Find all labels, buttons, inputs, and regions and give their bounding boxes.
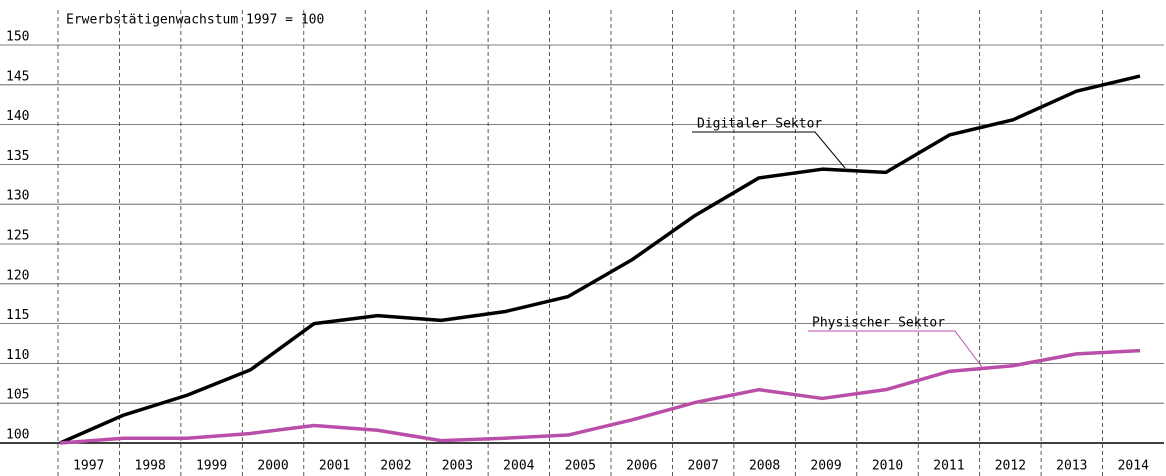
y-tick-label: 140 [6,109,29,124]
x-tick-label: 2006 [626,459,657,474]
y-tick-label: 135 [6,149,29,164]
y-tick-label: 115 [6,308,29,323]
y-tick-label: 125 [6,229,29,244]
series-line [59,74,1141,445]
series-label: Physischer Sektor [812,316,945,331]
y-tick-label: 130 [6,189,29,204]
y-tick-label: 145 [6,69,29,84]
x-tick-label: 1998 [135,459,166,474]
x-tick-label: 2001 [319,459,350,474]
series-line [59,348,1141,445]
series-label: Digitaler Sektor [697,117,822,132]
x-tick-label: 2012 [995,459,1026,474]
x-tick-label: 2014 [1118,459,1149,474]
x-tick-label: 2002 [380,459,411,474]
leader-line [692,131,846,169]
y-tick-label: 100 [6,428,29,443]
x-tick-label: 2008 [749,459,780,474]
x-tick-label: 2007 [688,459,719,474]
y-tick-label: 105 [6,388,29,403]
x-tick-label: 2005 [565,459,596,474]
x-tick-label: 1999 [196,459,227,474]
y-tick-label: 120 [6,268,29,283]
x-tick-label: 1997 [73,459,104,474]
x-tick-label: 2009 [810,459,841,474]
y-tick-label: 150 [6,30,29,45]
x-tick-label: 2004 [503,459,534,474]
x-tick-label: 2000 [257,459,288,474]
x-tick-label: 2010 [872,459,903,474]
x-tick-label: 2003 [442,459,473,474]
axis-title: Erwerbstätigenwachstum 1997 = 100 [66,13,324,28]
y-tick-label: 110 [6,348,29,363]
leader-line [808,330,983,368]
x-tick-label: 2011 [933,459,964,474]
x-tick-label: 2013 [1056,459,1087,474]
